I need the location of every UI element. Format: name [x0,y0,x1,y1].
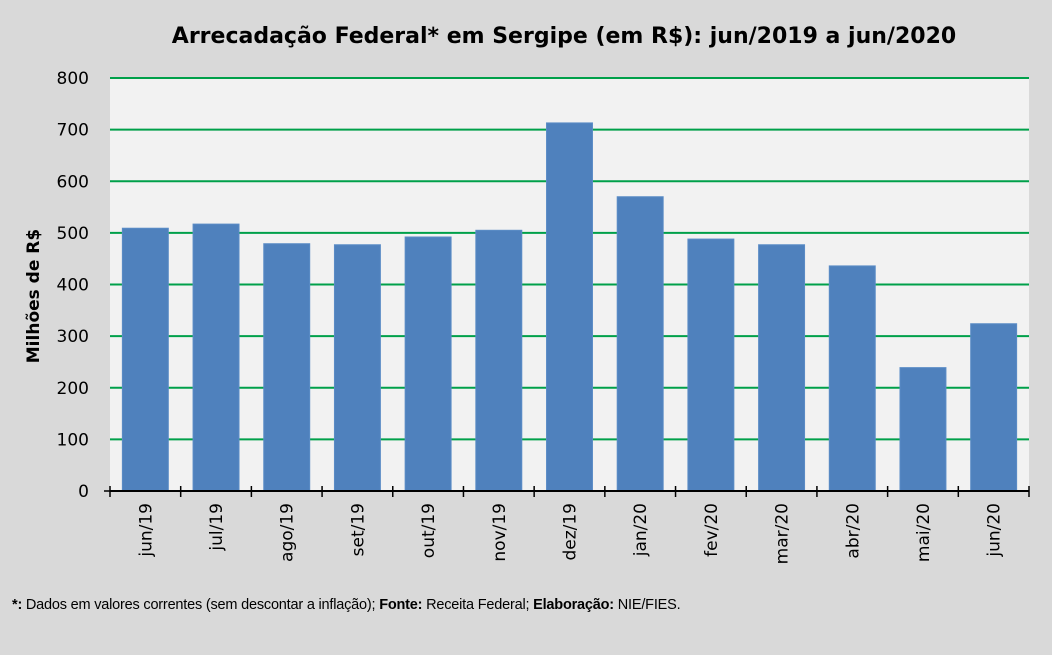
y-tick-label: 800 [57,69,89,89]
y-tick-label: 500 [57,224,89,244]
bar [333,244,381,492]
bar [546,122,593,492]
y-tick-label: 300 [57,327,89,347]
x-tick-label: ago/19 [278,503,298,562]
bar [121,227,169,492]
y-tick-label: 400 [57,276,89,296]
footnote-source-label: Fonte: [379,597,423,613]
y-tick-label: 200 [57,379,89,399]
bar [475,229,523,492]
x-tick-label: jun/20 [985,503,1005,558]
bar [263,243,311,492]
bars [121,122,1018,492]
footnote-source: Receita Federal; [422,597,534,613]
bar [758,244,806,492]
bar [970,323,1018,492]
x-tick-label: jul/19 [207,503,227,552]
y-tick-labels: 0 100 200 300 400 500 600 700 800 [57,69,89,502]
chart-title: Arrecadação Federal* em Sergipe (em R$):… [172,24,956,49]
x-tick-label: fev/20 [702,503,722,557]
y-tick-label: 600 [57,172,89,192]
x-tick-labels: jun/19 jul/19 ago/19 set/19 out/19 nov/19 dez/… [136,503,1004,564]
bar [828,265,876,492]
x-tick-label: abr/20 [843,503,863,559]
bar [687,238,735,492]
bar [616,196,664,492]
footnote-credit: NIE/FIES. [613,597,681,613]
bar [404,236,452,492]
y-tick-label: 100 [57,430,89,450]
footnote: *: Dados em valores correntes (sem desco… [12,597,681,613]
y-tick-label: 700 [57,121,89,141]
x-tick-label: dez/19 [561,503,581,561]
x-tick-label: jan/20 [631,503,651,557]
footnote-marker: *: [12,597,23,613]
x-tick-label: jun/19 [136,503,156,558]
footnote-credit-label: Elaboração: [533,597,614,613]
y-tick-label: 0 [78,482,89,502]
x-tick-label: out/19 [419,503,439,558]
bar [899,367,947,492]
x-tick-label: set/19 [348,503,368,556]
y-axis-label: Milhões de R$ [24,229,44,363]
bar [192,223,240,492]
axes [104,486,1030,497]
x-tick-label: mar/20 [773,503,793,564]
footnote-text: Dados em valores correntes (sem desconta… [22,597,380,613]
x-tick-label: mai/20 [914,503,934,562]
bar-chart: Arrecadação Federal* em Sergipe (em R$):… [24,24,1030,564]
x-tick-label: nov/19 [490,503,510,562]
